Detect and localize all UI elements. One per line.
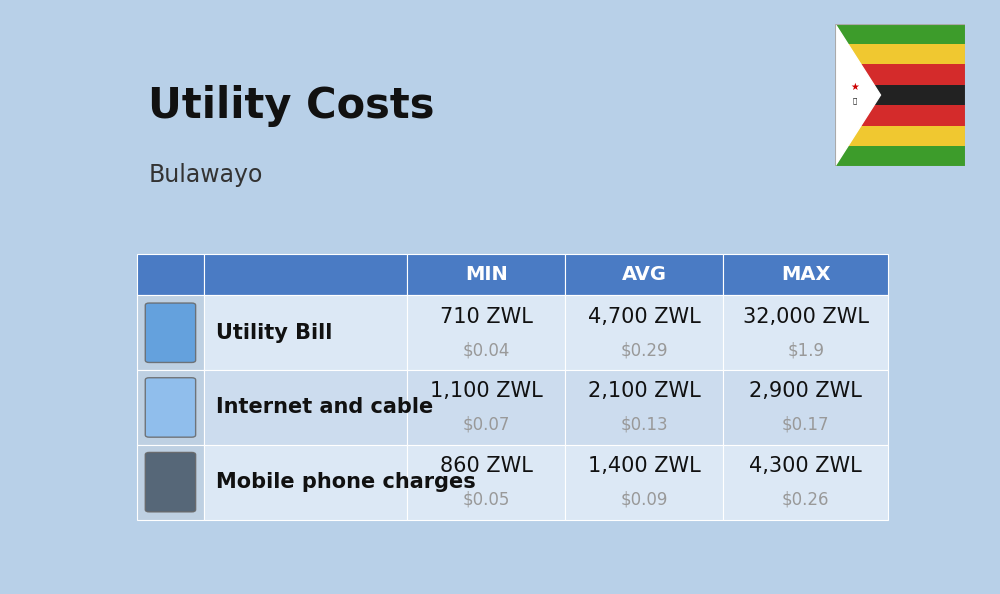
Bar bbox=[835, 105, 965, 125]
Text: 1,400 ZWL: 1,400 ZWL bbox=[588, 456, 700, 476]
Text: 860 ZWL: 860 ZWL bbox=[440, 456, 533, 476]
Text: AVG: AVG bbox=[622, 266, 667, 285]
Text: ★: ★ bbox=[850, 82, 859, 92]
Bar bbox=[565, 445, 723, 520]
FancyBboxPatch shape bbox=[145, 453, 196, 512]
Text: 2,900 ZWL: 2,900 ZWL bbox=[749, 381, 862, 402]
Bar bbox=[204, 445, 407, 520]
Text: Internet and cable: Internet and cable bbox=[216, 397, 433, 418]
Bar bbox=[723, 254, 888, 295]
Bar bbox=[137, 295, 204, 370]
Text: 4,700 ZWL: 4,700 ZWL bbox=[588, 307, 700, 327]
Bar bbox=[565, 370, 723, 445]
Text: $0.13: $0.13 bbox=[620, 416, 668, 434]
Text: 🦅: 🦅 bbox=[852, 98, 857, 105]
Text: Bulawayo: Bulawayo bbox=[148, 163, 263, 187]
Bar bbox=[204, 295, 407, 370]
Bar bbox=[137, 370, 204, 445]
Bar bbox=[565, 295, 723, 370]
Bar bbox=[723, 445, 888, 520]
Bar bbox=[835, 125, 965, 146]
Text: 1,100 ZWL: 1,100 ZWL bbox=[430, 381, 543, 402]
Text: $0.09: $0.09 bbox=[620, 491, 668, 508]
Bar bbox=[835, 24, 965, 44]
Text: $0.07: $0.07 bbox=[463, 416, 510, 434]
FancyBboxPatch shape bbox=[145, 378, 196, 437]
Text: 4,300 ZWL: 4,300 ZWL bbox=[749, 456, 862, 476]
Bar bbox=[204, 370, 407, 445]
Bar bbox=[835, 146, 965, 166]
Bar bbox=[723, 295, 888, 370]
Text: $0.26: $0.26 bbox=[782, 491, 829, 508]
Text: 2,100 ZWL: 2,100 ZWL bbox=[588, 381, 700, 402]
Text: Utility Bill: Utility Bill bbox=[216, 323, 332, 343]
Bar bbox=[204, 254, 407, 295]
Text: $0.05: $0.05 bbox=[463, 491, 510, 508]
Bar bbox=[407, 445, 565, 520]
Bar bbox=[407, 254, 565, 295]
Bar bbox=[835, 65, 965, 85]
Bar bbox=[835, 85, 965, 105]
Polygon shape bbox=[835, 24, 881, 166]
Bar bbox=[137, 254, 204, 295]
Text: 32,000 ZWL: 32,000 ZWL bbox=[743, 307, 869, 327]
Text: MIN: MIN bbox=[465, 266, 508, 285]
Text: $0.04: $0.04 bbox=[463, 341, 510, 359]
Text: $0.29: $0.29 bbox=[620, 341, 668, 359]
Bar bbox=[565, 254, 723, 295]
FancyBboxPatch shape bbox=[145, 303, 196, 362]
Bar bbox=[407, 370, 565, 445]
Text: 710 ZWL: 710 ZWL bbox=[440, 307, 533, 327]
Bar bbox=[407, 295, 565, 370]
Bar bbox=[723, 370, 888, 445]
Bar bbox=[835, 44, 965, 65]
Text: $0.17: $0.17 bbox=[782, 416, 829, 434]
Text: Utility Costs: Utility Costs bbox=[148, 85, 435, 127]
Bar bbox=[137, 445, 204, 520]
Text: $1.9: $1.9 bbox=[787, 341, 824, 359]
Text: Mobile phone charges: Mobile phone charges bbox=[216, 472, 476, 492]
Text: MAX: MAX bbox=[781, 266, 830, 285]
